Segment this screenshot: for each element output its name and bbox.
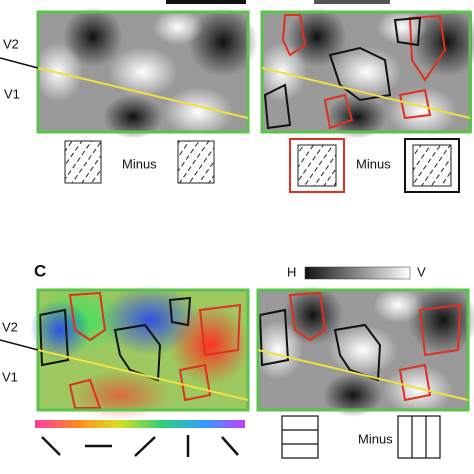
stimulus-frame <box>404 138 460 193</box>
image-panel <box>0 7 258 139</box>
stimulus-icon <box>397 415 441 459</box>
image-panel <box>0 285 250 420</box>
area-label: V1 <box>2 369 18 384</box>
gray-scale-bar <box>304 266 411 280</box>
area-label: V2 <box>3 36 19 51</box>
stimulus-icon <box>412 144 452 187</box>
area-label: V1 <box>4 86 20 101</box>
hue-bar <box>35 420 245 428</box>
image-panel <box>257 7 474 139</box>
stimulus-icon <box>297 144 337 187</box>
scale-label: H <box>287 264 296 279</box>
scale-label: V <box>417 264 426 279</box>
stimulus-icon <box>64 140 102 184</box>
legend-label: Minus <box>122 156 157 171</box>
scale-bar <box>166 0 246 4</box>
stimulus-frame <box>289 138 345 193</box>
stimulus-icon <box>177 140 215 184</box>
scale-bar <box>314 0 390 4</box>
image-panel <box>253 285 474 417</box>
orientation-icons <box>41 435 239 457</box>
legend-label: Minus <box>356 156 391 171</box>
stimulus-icon <box>281 415 319 459</box>
legend-label: Minus <box>358 431 393 446</box>
panel-letter: C <box>34 261 46 280</box>
area-label: V2 <box>2 319 18 334</box>
